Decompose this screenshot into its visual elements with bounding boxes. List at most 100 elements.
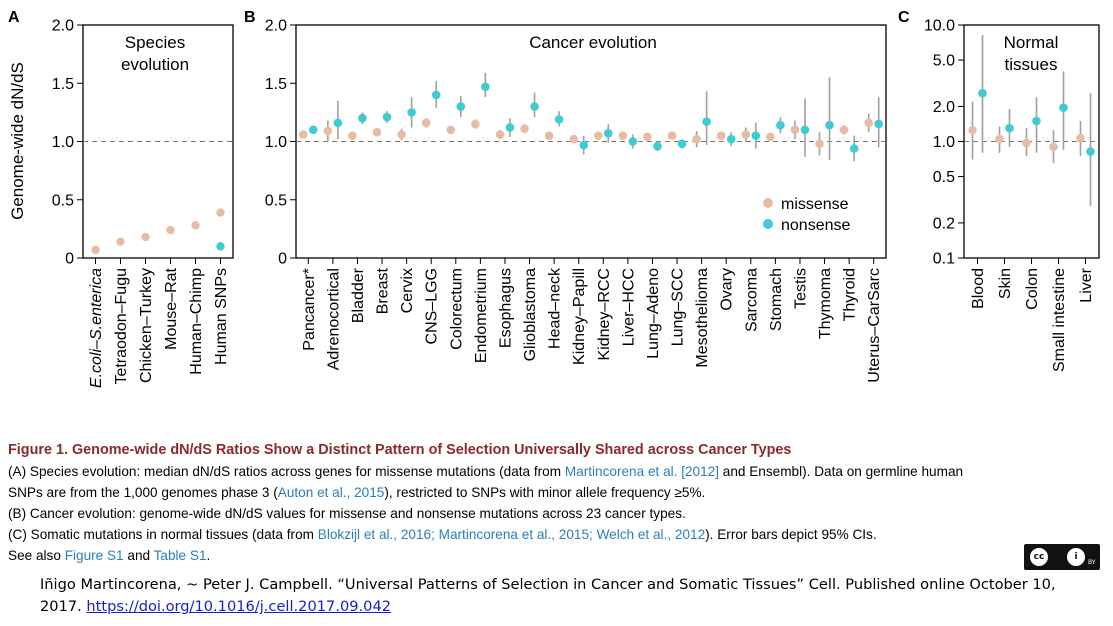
data-point-nonsense — [677, 139, 687, 149]
x-tick-label: Tetraodon–Fugu — [113, 268, 130, 385]
data-point-nonsense — [1086, 147, 1095, 156]
legend-label-nonsense: nonsense — [781, 217, 850, 234]
x-tick-label: Glioblastoma — [522, 268, 539, 361]
y-tick-label: 0.1 — [933, 251, 955, 268]
table-s1-link[interactable]: Table S1 — [153, 548, 207, 563]
panel-a: 0 0.5 1.0 1.5 2.0 E.coli–S.enterica Tetraodon–… — [8, 9, 234, 388]
data-point-nonsense — [702, 117, 711, 126]
caption-text: (C) Somatic mutations in normal tissues … — [8, 527, 318, 542]
data-point-nonsense — [407, 108, 416, 117]
data-point-nonsense — [456, 102, 466, 111]
data-point-missense — [692, 134, 701, 144]
x-tick-label: Mouse–Rat — [163, 267, 180, 349]
data-point-missense — [91, 245, 100, 255]
x-tick-label: Pancancer* — [301, 268, 318, 351]
y-tick-label: 2.0 — [52, 18, 74, 35]
x-tick-label: Liver — [1078, 267, 1095, 302]
y-tick-label: 10.0 — [924, 18, 955, 35]
data-point-missense — [716, 131, 726, 140]
data-point-missense — [741, 130, 751, 139]
data-point-nonsense — [216, 242, 225, 251]
data-point-missense — [421, 118, 431, 128]
caption-text: (A) Species evolution: median dN/dS rati… — [8, 464, 565, 479]
data-point-missense — [968, 125, 977, 135]
data-point-missense — [667, 131, 677, 140]
x-tick-label: CNS–LGG — [424, 268, 441, 344]
data-point-nonsense — [874, 119, 884, 129]
data-point-nonsense — [1059, 103, 1068, 113]
x-tick-label: Ovary — [719, 268, 736, 311]
ref-link-auton-2015[interactable]: Auton et al., 2015 — [277, 485, 385, 500]
y-tick-label: 0.5 — [265, 192, 287, 209]
data-point-nonsense — [1032, 116, 1041, 126]
x-tick-label: Uterus–CarSarc — [866, 268, 883, 383]
panel-a-title-line2: evolution — [121, 55, 189, 74]
x-tick-label: Skin — [997, 268, 1014, 299]
data-point-missense — [141, 232, 150, 242]
x-tick-label: Stomach — [768, 268, 785, 331]
data-point-nonsense — [554, 115, 564, 124]
data-point-missense — [1022, 138, 1031, 148]
data-point-missense — [790, 125, 800, 135]
data-point-nonsense — [800, 125, 810, 135]
x-tick-label: Mesothelioma — [694, 268, 711, 368]
data-point-nonsense — [726, 134, 736, 144]
data-point-missense — [995, 134, 1004, 144]
legend-label-missense: missense — [781, 196, 849, 213]
caption-text: and — [123, 548, 154, 563]
x-tick-label: Head–neck — [547, 267, 564, 349]
caption-text: ). Error bars depict 95% CIs. — [705, 527, 877, 542]
figure-s1-link[interactable]: Figure S1 — [64, 548, 124, 563]
y-tick-label: 1.5 — [52, 76, 74, 93]
doi-link[interactable]: https://doi.org/10.1016/j.cell.2017.09.0… — [86, 598, 392, 615]
x-tick-label: Cervix — [399, 268, 416, 313]
panel-b-title: Cancer evolution — [529, 33, 657, 52]
panel-letter-b: B — [244, 9, 256, 26]
data-point-nonsense — [776, 120, 785, 130]
data-point-missense — [520, 124, 529, 133]
caption-text: SNPs are from the 1,000 genomes phase 3 … — [8, 485, 278, 500]
x-tick-label: Lung–SCC — [670, 268, 687, 346]
data-point-nonsense — [978, 88, 987, 98]
panel-letter-a: A — [8, 9, 20, 26]
x-tick-label: Thyroid — [842, 268, 859, 321]
data-point-missense — [544, 131, 554, 140]
y-tick-label: 1.0 — [933, 134, 955, 151]
panel-c-title-line1: Normal — [1004, 33, 1059, 52]
y-tick-label: 0.2 — [933, 215, 955, 232]
x-tick-label: Human SNPs — [213, 268, 230, 365]
data-point-missense — [166, 225, 175, 235]
y-tick-label: 0.5 — [933, 169, 955, 186]
caption-b: (B) Cancer evolution: genome-wide dN/dS … — [8, 506, 686, 521]
cc-by-license-badge[interactable]: cc i BY — [1024, 544, 1100, 570]
legend-marker-nonsense — [763, 219, 773, 229]
data-point-nonsense — [751, 131, 761, 140]
ref-link-martincorena-2012[interactable]: Martincorena et al. [2012] — [564, 464, 719, 479]
x-tick-label: Sarcoma — [743, 268, 760, 332]
x-tick-label: Liver–HCC — [620, 268, 637, 346]
data-point-missense — [471, 119, 480, 129]
y-tick-label: 1.0 — [265, 134, 287, 151]
data-point-nonsense — [431, 90, 441, 100]
caption-see-also: See also Figure S1 and Table S1. — [8, 545, 1098, 566]
y-axis-label: Genome-wide dN/dS — [8, 62, 27, 220]
x-tick-label: Chicken–Turkey — [138, 268, 155, 383]
data-point-nonsense — [849, 144, 859, 153]
y-tick-label: 5.0 — [933, 53, 955, 70]
y-tick-label: 0 — [278, 251, 287, 268]
ref-link-normal-tissues[interactable]: Blokzijl et al., 2016; Martincorena et a… — [317, 527, 706, 542]
x-tick-label: Breast — [375, 267, 392, 314]
data-point-missense — [323, 126, 333, 136]
x-tick-label: Small intestine — [1051, 268, 1068, 372]
legend-marker-missense — [763, 198, 773, 208]
data-point-missense — [766, 132, 775, 142]
data-point-nonsense — [530, 102, 539, 111]
data-point-missense — [1049, 142, 1058, 152]
data-point-missense — [643, 132, 652, 142]
caption-text: and Ensembl). Data on germline human — [719, 464, 964, 479]
cc-icon: cc — [1029, 547, 1049, 567]
citation: Iñigo Martincorena, ~ Peter J. Campbell.… — [40, 574, 1100, 618]
data-point-missense — [864, 118, 874, 128]
panel-c-title-line2: tissues — [1005, 55, 1058, 74]
data-point-nonsense — [333, 118, 343, 128]
